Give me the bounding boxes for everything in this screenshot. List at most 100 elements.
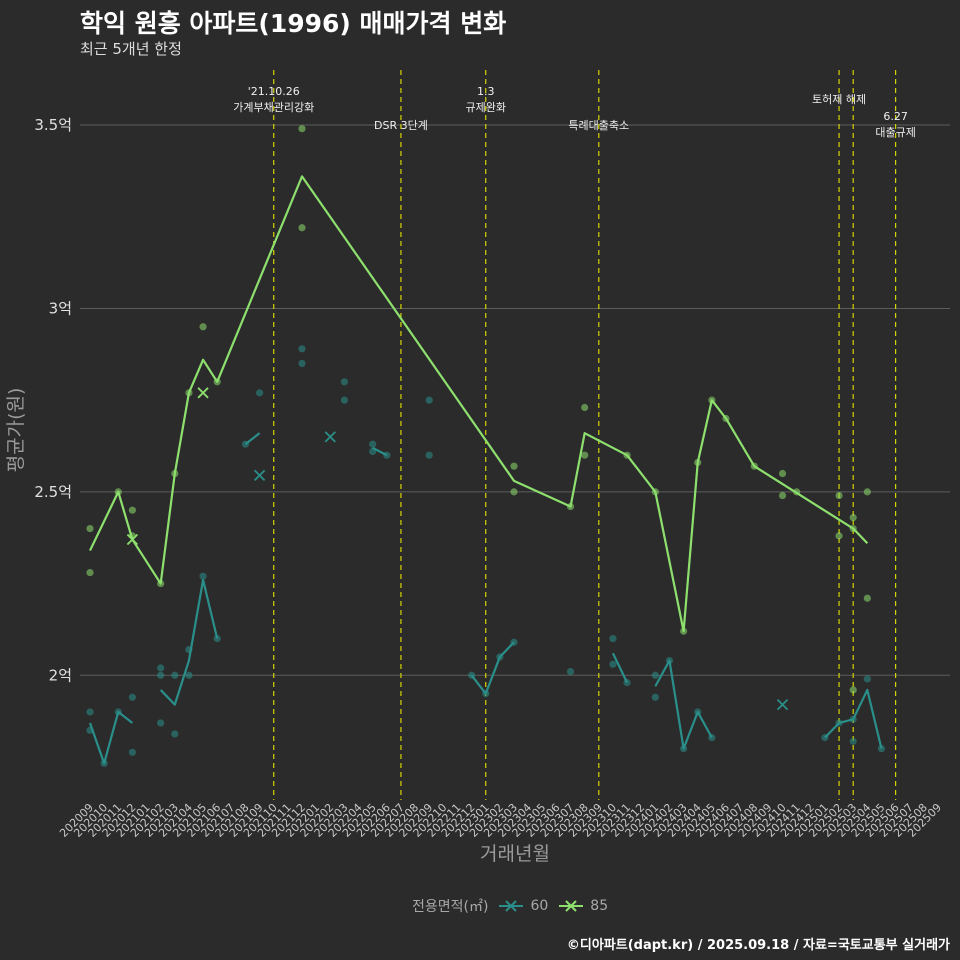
data-point-85 [722,414,730,423]
y-axis-title: 평균가(원) [5,388,27,473]
data-point-85 [849,524,857,533]
cross-marker-60 [324,431,336,443]
data-point-85 [114,488,122,496]
data-point-60 [425,451,433,459]
data-point-60 [468,671,476,679]
data-point-85 [510,488,518,496]
event-label: '21.10.26 [248,85,300,98]
data-point-85 [680,627,688,635]
event-label: 규제완화 [465,101,505,114]
legend-title: 전용면적(㎡) [412,899,489,915]
data-point-60 [298,359,306,368]
y-tick-label: 2억 [49,666,72,684]
data-point-85 [849,513,857,522]
data-point-85 [86,568,94,577]
event-label: 특례대출축소 [568,119,629,132]
data-point-60 [298,345,306,353]
cross-stroke [776,698,789,711]
data-point-60 [86,708,94,716]
data-point-60 [623,679,631,687]
data-point-85 [199,323,207,331]
legend-item-60: 60 [498,898,548,914]
series-line-60 [654,659,713,750]
data-point-60 [566,668,575,676]
cross-stroke [253,469,266,481]
data-point-85 [750,462,758,470]
data-point-60 [340,396,348,404]
series-line-60 [88,710,134,765]
data-point-60 [863,675,871,683]
cross-marker-85 [197,387,209,399]
cross-stroke [126,533,139,546]
cross-marker-85 [126,533,139,546]
data-point-60 [877,745,886,753]
data-point-85 [298,125,306,133]
data-point-60 [835,719,843,727]
data-point-60 [340,378,348,386]
event-label: 가계부채관리강화 [233,101,314,114]
data-point-85 [128,506,136,514]
data-point-60 [199,572,207,580]
data-point-85 [185,389,193,397]
data-point-85 [778,491,787,500]
data-point-85 [566,502,575,511]
data-point-60 [496,653,504,661]
y-tick-label: 3억 [49,299,72,317]
legend: 전용면적(㎡) 60 85 [412,896,608,916]
data-point-60 [849,737,857,745]
data-point-85 [793,488,801,496]
data-point-60 [383,451,391,459]
data-point-85 [849,686,857,694]
data-point-85 [623,451,631,459]
data-point-85 [581,403,589,412]
event-label: 토허제 해제 [812,92,866,106]
y-tick-label: 3.5억 [34,116,72,134]
data-point-60 [86,726,94,734]
data-point-85 [213,378,221,386]
data-point-60 [128,748,136,756]
cross-stroke [197,387,209,399]
data-point-85 [778,469,787,478]
chart-title: 학익 원흥 아파트(1996) 매매가격 변화 [80,9,507,38]
event-label: 1.3 [477,85,495,98]
data-point-85 [835,491,843,500]
series-line-60 [470,641,515,695]
data-point-85 [863,488,871,496]
data-point-85 [651,488,659,496]
data-point-60 [171,730,179,738]
data-point-60 [241,440,250,448]
cross-marker-60 [776,698,789,711]
data-point-60 [256,389,264,397]
data-point-60 [369,447,377,456]
legend-label-85: 85 [590,898,609,914]
series-line-85 [89,175,869,633]
data-point-60 [171,671,179,679]
data-point-60 [185,645,193,654]
data-point-60 [213,634,221,643]
data-point-85 [171,469,179,478]
data-point-60 [114,708,122,716]
data-point-85 [298,224,306,232]
cross-stroke [324,431,336,443]
data-point-60 [157,719,165,727]
data-point-60 [609,660,617,668]
data-point-60 [651,671,659,679]
y-tick-label: 2.5억 [34,483,72,501]
legend-label-60: 60 [530,898,549,914]
data-point-60 [651,693,659,701]
event-label: 대출규제 [875,126,915,139]
data-point-60 [665,657,674,665]
data-point-60 [369,440,377,448]
data-point-85 [708,396,716,404]
series-line-60 [611,652,629,684]
series-line-60 [159,578,219,706]
x-axis-title: 거래년월 [480,843,550,865]
data-point-60 [708,734,716,742]
data-point-60 [849,715,857,723]
data-point-60 [425,396,433,404]
data-point-60 [157,671,165,679]
data-point-60 [185,671,193,679]
data-point-60 [510,638,518,646]
data-point-85 [510,462,518,470]
